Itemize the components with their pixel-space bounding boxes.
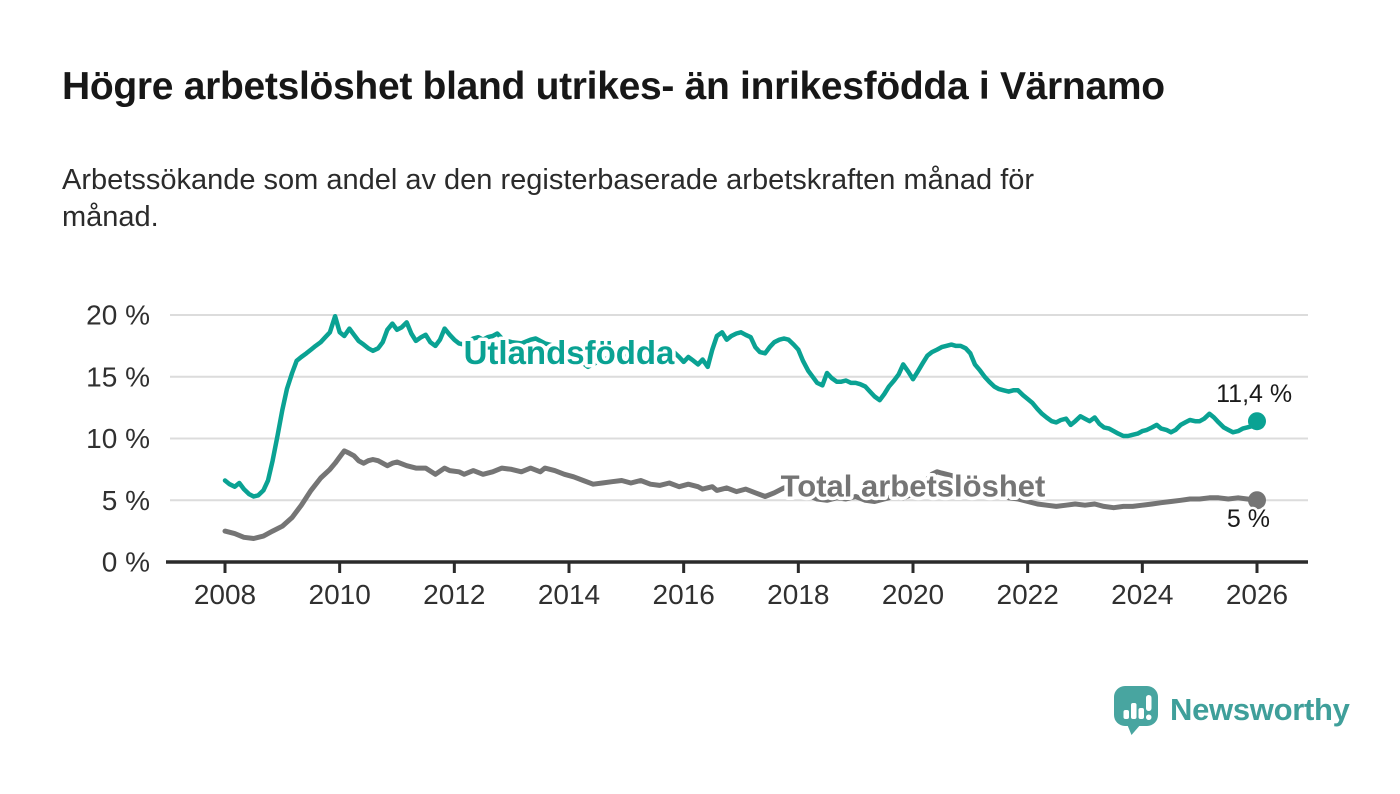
y-axis-tick-label: 10 % [86,423,150,454]
series-end-value-label: 11,4 % [1216,380,1292,408]
y-axis-tick-label: 0 % [102,547,150,578]
series-line [222,313,1260,499]
newsworthy-logo-icon [1114,686,1158,735]
y-axis-tick-label: 5 % [102,485,150,516]
x-axis-tick-label: 2008 [194,579,256,610]
page-title: Högre arbetslöshet bland utrikes- än inr… [62,65,1165,108]
newsworthy-logo: Newsworthy [1112,684,1350,736]
x-axis-tick-label: 2020 [882,579,944,610]
series-end-dot [1247,412,1266,431]
y-axis-tick-label: 20 % [86,300,150,331]
series-end-dot [1247,491,1266,510]
x-axis-tick-label: 2026 [1226,579,1288,610]
newsworthy-logo-text: Newsworthy [1170,692,1350,727]
x-axis-tick-label: 2010 [309,579,371,610]
chart-subtitle: Arbetssökande som andel av den registerb… [62,164,1035,234]
series-label: Total arbetslöshet [781,469,1046,504]
x-axis-tick-label: 2014 [538,579,600,610]
series-line [222,448,1260,541]
x-axis-tick-label: 2018 [767,579,829,610]
series-end-value-label: 5 % [1227,505,1270,533]
x-axis-tick-label: 2024 [1111,579,1173,610]
series-label: Utlandsfödda [464,334,675,371]
x-axis-tick-label: 2016 [653,579,715,610]
y-axis-tick-label: 15 % [86,361,150,392]
x-axis-tick-label: 2022 [997,579,1059,610]
x-axis-tick-label: 2012 [423,579,485,610]
